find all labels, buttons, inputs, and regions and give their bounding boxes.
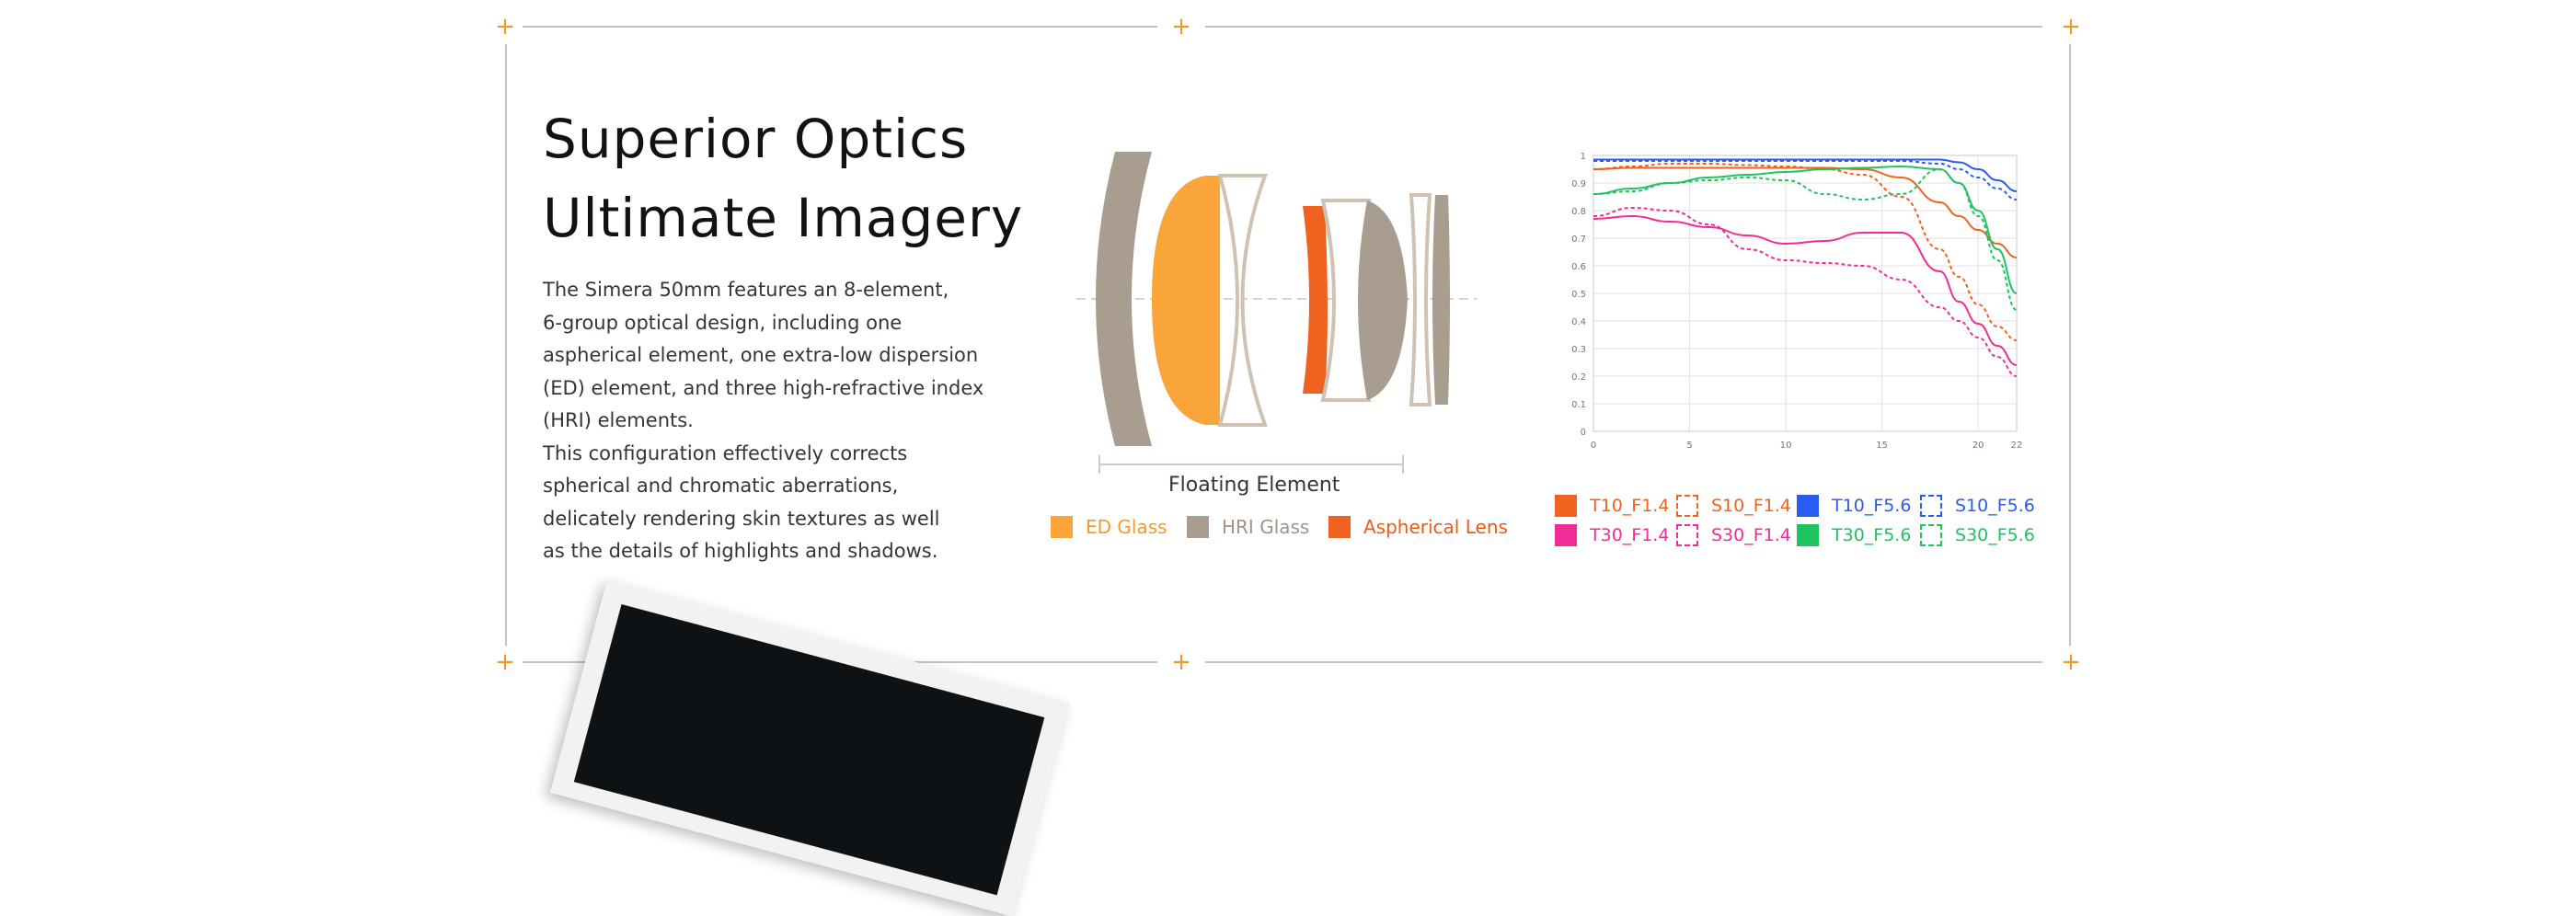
y-tick-label: 0.2 (1571, 372, 1586, 383)
x-tick-label: 20 (1972, 441, 1984, 451)
description-line: (ED) element, and three high-refractive … (543, 376, 984, 399)
chart-legend-item: S30_F1.4 (1676, 524, 1791, 546)
series-line-s30-f5-6 (1593, 167, 2018, 311)
chart-legend-item: T10_F5.6 (1797, 495, 1911, 517)
heading-line: Superior Optics (543, 108, 969, 170)
description-line: spherical and chromatic aberrations, (543, 475, 899, 497)
floating-element-label: Floating Element (1168, 474, 1340, 497)
chart-legend-swatch (1555, 495, 1577, 517)
series-line-t30-f5-6 (1593, 165, 2018, 294)
lens-element-ed (1152, 176, 1220, 425)
description-line: as the details of highlights and shadows… (543, 540, 938, 562)
chart-legend-label: S30_F5.6 (1955, 525, 2035, 545)
sample-photo (549, 579, 1070, 916)
series-line-t30-f1-4 (1593, 214, 2018, 366)
chart-legend-swatch (1555, 524, 1577, 546)
y-tick-label: 0.1 (1571, 400, 1586, 410)
y-tick-label: 0.6 (1571, 262, 1586, 272)
chart-legend-swatch (1920, 524, 1942, 546)
chart-legend-swatch (1920, 495, 1942, 517)
description-line: The Simera 50mm features an 8-element, (543, 279, 949, 301)
chart-legend-item: S10_F1.4 (1676, 495, 1791, 517)
x-tick-label: 10 (1780, 441, 1792, 451)
chart-legend-label: T10_F1.4 (1590, 496, 1670, 516)
chart-legend-swatch (1676, 495, 1698, 517)
heading-line: Ultimate Imagery (543, 187, 1024, 249)
chart-legend-item: T30_F1.4 (1555, 524, 1669, 546)
description-line: 6-group optical design, including one (543, 311, 903, 334)
lens-element-hri (1096, 152, 1152, 446)
page-heading: Superior Optics Ultimate Imagery (543, 99, 1023, 258)
corner-plus-icon: + (1171, 13, 1191, 40)
legend-item-hri-glass: HRI Glass (1187, 513, 1309, 541)
legend-label: HRI Glass (1222, 516, 1310, 538)
description-line: This configuration effectively corrects (543, 441, 908, 464)
sample-photo-image (573, 603, 1045, 896)
y-tick-label: 0.7 (1571, 235, 1586, 245)
chart-legend-label: S30_F1.4 (1711, 525, 1791, 545)
frame-top-left-line (523, 26, 1157, 28)
legend-swatch (1328, 516, 1351, 538)
description-line: aspherical element, one extra-low disper… (543, 344, 979, 366)
corner-plus-icon: + (2061, 13, 2081, 40)
y-tick-label: 0.8 (1571, 207, 1586, 217)
corner-plus-icon: + (495, 13, 515, 40)
lens-element-aspherical (1303, 206, 1328, 394)
lens-element-outline (1217, 174, 1268, 427)
description: The Simera 50mm features an 8-element, 6… (543, 274, 1021, 568)
corner-plus-icon: + (2061, 648, 2081, 676)
lens-diagram (1076, 152, 1477, 474)
chart-legend-swatch (1676, 524, 1698, 546)
x-tick-label: 22 (2011, 441, 2023, 451)
legend-swatch (1187, 516, 1209, 538)
lens-element-hri (1432, 195, 1450, 405)
description-line: (HRI) elements. (543, 409, 694, 431)
y-tick-label: 0.5 (1571, 290, 1586, 300)
corner-plus-icon: + (495, 648, 515, 676)
legend-swatch (1051, 516, 1073, 538)
chart-legend-item: S10_F5.6 (1920, 495, 2035, 517)
chart-legend-item: T10_F1.4 (1555, 495, 1669, 517)
series-line-s30-f1-4 (1593, 206, 2018, 377)
frame-right-line (2069, 44, 2071, 646)
legend-item-ed-glass: ED Glass (1051, 513, 1167, 541)
series-line-t10-f5-6 (1593, 158, 2018, 192)
frame-left-line (505, 44, 507, 646)
y-tick-label: 0 (1581, 428, 1586, 438)
chart-legend-label: T30_F5.6 (1832, 525, 1912, 545)
legend-label: ED Glass (1086, 516, 1167, 538)
y-tick-label: 0.9 (1571, 179, 1586, 189)
chart-legend-label: T10_F5.6 (1832, 496, 1912, 516)
chart-legend-item: T30_F5.6 (1797, 524, 1911, 546)
y-tick-label: 0.4 (1571, 317, 1586, 327)
lens-element-outline (1409, 193, 1432, 406)
chart-legend-label: T30_F1.4 (1590, 525, 1670, 545)
legend-item-aspherical-lens: Aspherical Lens (1328, 513, 1508, 541)
chart-legend-swatch (1797, 524, 1819, 546)
frame-top-right-line (1205, 26, 2042, 28)
mtf-chart: 00.10.20.30.40.50.60.70.80.910 5 10 15 20 22 (1571, 152, 2023, 451)
x-tick-label: 0 (1591, 441, 1596, 451)
description-line: delicately rendering skin textures as we… (543, 507, 940, 530)
lens-element-hri (1358, 200, 1408, 400)
chart-legend-item: S30_F5.6 (1920, 524, 2035, 546)
corner-plus-icon: + (1171, 648, 1191, 676)
chart-legend-swatch (1797, 495, 1819, 517)
chart-legend-label: S10_F1.4 (1711, 496, 1791, 516)
series-line-s10-f1-4 (1593, 163, 2018, 341)
y-tick-label: 1 (1581, 152, 1586, 162)
y-tick-label: 0.3 (1571, 345, 1586, 355)
chart-legend-label: S10_F5.6 (1955, 496, 2035, 516)
x-tick-label: 5 (1686, 441, 1692, 451)
frame-bottom-right-line (1205, 661, 2042, 663)
x-tick-label: 15 (1876, 441, 1888, 451)
legend-label: Aspherical Lens (1363, 516, 1508, 538)
